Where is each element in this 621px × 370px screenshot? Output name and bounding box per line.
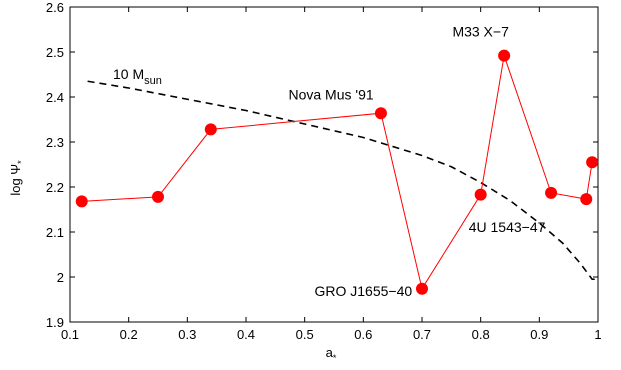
- y-tick-label: 2.1: [46, 225, 64, 240]
- plot-frame: [69, 6, 599, 323]
- data-point: [498, 49, 511, 62]
- data-point: [204, 123, 217, 136]
- tick-group: 0.1 0.2 0.3 0.4 0.5 0.6 0.7 0.8 0.9 1 1.9 2 2.1 2.2 2.…: [46, 0, 602, 342]
- data-point: [416, 282, 428, 295]
- data-point: [580, 193, 593, 206]
- data-point: [545, 186, 558, 199]
- label-gro-j1655: GRO J1655−40: [314, 283, 412, 299]
- y-tick-label: 2.4: [46, 90, 64, 105]
- label-4u-1543: 4U 1543−47: [469, 219, 546, 235]
- reference-curve-line: [87, 80, 598, 281]
- label-10-msun: 10 Msun: [113, 66, 162, 87]
- x-tick-label: 1: [594, 327, 601, 342]
- label-nova-mus: Nova Mus '91: [288, 86, 373, 102]
- x-tick-label: 0.4: [237, 327, 255, 342]
- x-tick-label: 0.1: [61, 327, 79, 342]
- y-tick-label: 1.9: [46, 315, 64, 330]
- data-point: [586, 156, 599, 169]
- y-tick-label: 2.2: [46, 180, 64, 195]
- y-tick-label: 2.5: [46, 45, 64, 60]
- data-point: [474, 188, 487, 201]
- data-point: [75, 195, 88, 208]
- x-tick-label: 0.9: [530, 327, 548, 342]
- y-tick-label: 2: [57, 270, 64, 285]
- y-axis-label: log Ψ*: [8, 160, 26, 196]
- data-series-group: [75, 49, 599, 295]
- x-tick-label: 0.8: [472, 327, 490, 342]
- x-tick-label: 0.3: [178, 327, 196, 342]
- x-tick-label: 0.5: [296, 327, 314, 342]
- series-line: [81, 55, 593, 290]
- y-tick-label: 2.3: [46, 135, 64, 150]
- x-tick-label: 0.7: [413, 327, 431, 342]
- data-point: [152, 190, 164, 203]
- label-m33-x7: M33 X−7: [452, 23, 509, 39]
- y-tick-label: 2.6: [46, 0, 64, 15]
- data-point: [374, 107, 387, 120]
- x-axis-label: a*: [326, 345, 337, 363]
- reference-curve-group: [87, 80, 598, 281]
- x-tick-label: 0.2: [120, 327, 138, 342]
- x-tick-label: 0.6: [354, 327, 372, 342]
- annotation-group: 10 Msun Nova Mus '91 M33 X−7 4U 1543−47 GRO …: [113, 23, 546, 299]
